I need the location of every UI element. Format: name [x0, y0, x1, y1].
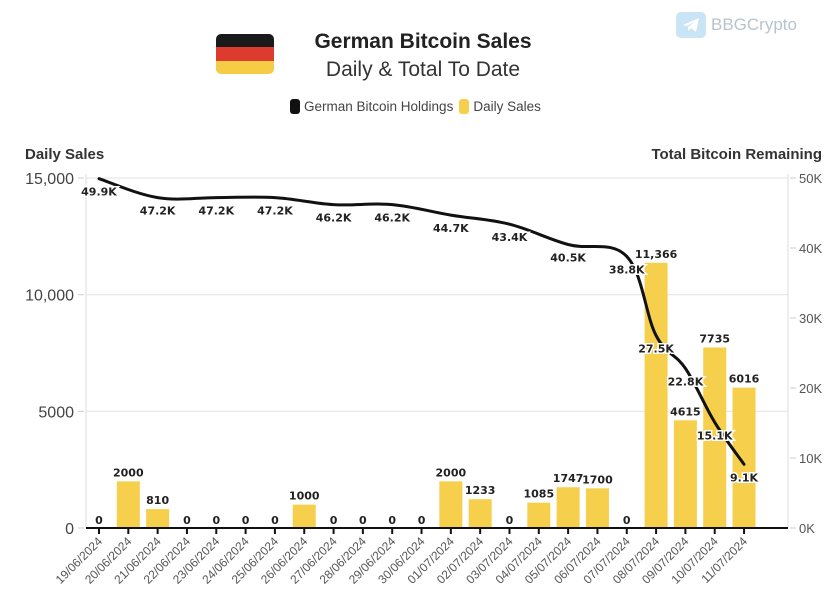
chart-title: German Bitcoin Sales — [314, 30, 532, 53]
bar — [673, 420, 697, 528]
left-tick-label: 10,000 — [25, 288, 74, 305]
bar-value-label: 0 — [330, 514, 338, 527]
right-tick-label: 30K — [799, 311, 822, 326]
holdings-value-label: 47.2K — [257, 205, 293, 218]
holdings-value-label: 49.9K — [81, 186, 117, 199]
bar-value-label: 7735 — [699, 333, 730, 346]
holdings-value-label: 43.4K — [492, 231, 528, 244]
bar-value-label: 0 — [242, 514, 250, 527]
legend-label-daily-sales: Daily Sales — [473, 99, 541, 114]
gridlines — [85, 174, 789, 528]
left-axis-ticks: 0 5000 10,000 15,000 — [25, 171, 84, 538]
right-tick-label: 40K — [799, 241, 822, 256]
right-tick-label: 0K — [799, 521, 815, 536]
holdings-value-label: 40.5K — [550, 252, 586, 265]
bar-value-label: 0 — [623, 514, 631, 527]
bar — [116, 481, 140, 528]
chart-subtitle: Daily & Total To Date — [325, 58, 521, 81]
legend-swatch-holdings — [290, 99, 300, 114]
bar — [585, 488, 609, 528]
bar — [439, 481, 463, 528]
bar — [527, 502, 551, 528]
holdings-value-label: 47.2K — [198, 205, 234, 218]
legend: German Bitcoin Holdings Daily Sales — [290, 99, 547, 114]
right-axis-ticks: 0K 10K 20K 30K 40K 50K — [790, 171, 822, 536]
data-labels: 0 2000 810 0 0 0 0 1000 0 0 0 0 2000 1233 0 1085 1747170… — [80, 184, 760, 527]
bar-value-label: 1000 — [289, 490, 320, 503]
legend-item-daily-sales[interactable]: Daily Sales — [459, 99, 541, 114]
bar — [146, 509, 170, 528]
bar — [644, 262, 668, 528]
flag-stripe-red — [216, 47, 274, 61]
bar-value-label: 0 — [183, 514, 191, 527]
flag-stripe-gold — [216, 60, 274, 74]
bar-value-label: 0 — [271, 514, 279, 527]
holdings-value-label: 22.8K — [668, 375, 704, 388]
bar-value-label: 0 — [359, 514, 367, 527]
right-tick-label: 20K — [799, 381, 822, 396]
right-axis-title: Total Bitcoin Remaining — [651, 146, 822, 163]
holdings-value-label: 9.1K — [730, 471, 758, 484]
bar-value-label: 4615 — [670, 405, 701, 418]
holdings-value-label: 44.7K — [433, 222, 469, 235]
left-tick-label: 5000 — [38, 404, 74, 421]
left-tick-label: 0 — [65, 521, 74, 538]
bar-value-label: 2000 — [436, 466, 467, 479]
watermark-label: BBGCrypto — [711, 15, 797, 34]
bars — [116, 262, 756, 528]
bar-value-label: 1700 — [582, 473, 613, 486]
legend-label-holdings: German Bitcoin Holdings — [304, 99, 454, 114]
bar-value-label: 2000 — [113, 466, 144, 479]
bar — [732, 387, 756, 528]
holdings-value-label: 27.5K — [638, 343, 674, 356]
bar-value-label: 0 — [212, 514, 220, 527]
holdings-line-group — [97, 177, 746, 466]
bar-value-label: 1085 — [523, 488, 554, 501]
bar-value-label: 11,366 — [635, 248, 678, 261]
holdings-line — [97, 177, 746, 466]
holdings-value-label: 46.2K — [374, 212, 410, 225]
holdings-value-label: 46.2K — [316, 212, 352, 225]
bar-value-label: 0 — [388, 514, 396, 527]
bar-value-label: 0 — [506, 514, 514, 527]
holdings-value-label: 38.8K — [609, 263, 645, 276]
bar-value-label: 6016 — [729, 373, 760, 386]
bar — [292, 504, 316, 528]
legend-item-holdings[interactable]: German Bitcoin Holdings — [290, 99, 453, 114]
legend-swatch-daily-sales — [459, 99, 470, 114]
right-tick-label: 10K — [799, 451, 822, 466]
bar — [703, 347, 727, 528]
right-tick-label: 50K — [799, 171, 822, 186]
bar-value-label: 1233 — [465, 484, 496, 497]
bar-value-label: 810 — [146, 494, 169, 507]
bar-value-label: 0 — [95, 514, 103, 527]
left-tick-label: 15,000 — [25, 171, 74, 188]
x-axis: 19/06/202420/06/202421/06/202422/06/2024… — [53, 527, 788, 587]
holdings-value-label: 15.1K — [697, 429, 733, 442]
telegram-icon — [676, 12, 706, 38]
bar-value-label: 1747 — [553, 472, 584, 485]
germany-flag-icon — [216, 34, 274, 74]
flag-stripe-black — [216, 34, 274, 48]
bar-value-label: 0 — [418, 514, 426, 527]
holdings-value-label: 47.2K — [140, 205, 176, 218]
bar — [556, 487, 580, 528]
bar — [468, 499, 492, 528]
left-axis-title: Daily Sales — [25, 146, 105, 163]
watermark: BBGCrypto — [676, 12, 797, 38]
